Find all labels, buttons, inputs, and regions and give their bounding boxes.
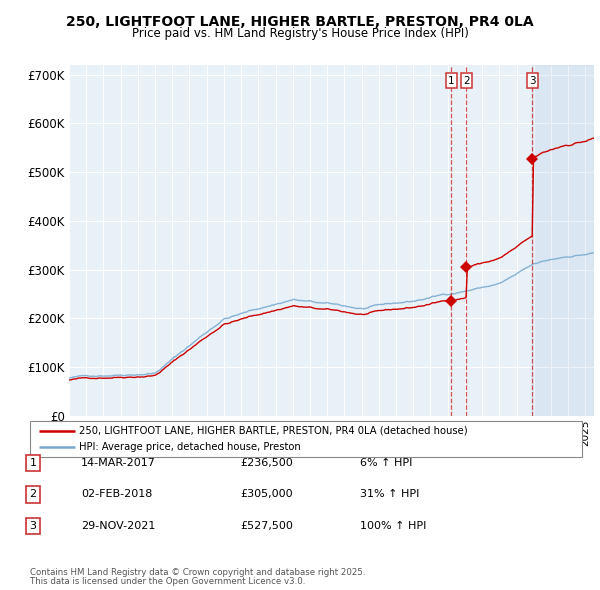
Text: Contains HM Land Registry data © Crown copyright and database right 2025.: Contains HM Land Registry data © Crown c…: [30, 568, 365, 576]
Text: 6% ↑ HPI: 6% ↑ HPI: [360, 458, 412, 468]
Text: £527,500: £527,500: [240, 521, 293, 530]
Bar: [532, 65, 594, 416]
Text: 3: 3: [29, 521, 37, 530]
Text: This data is licensed under the Open Government Licence v3.0.: This data is licensed under the Open Gov…: [30, 577, 305, 586]
Text: 14-MAR-2017: 14-MAR-2017: [81, 458, 156, 468]
Text: 3: 3: [529, 76, 536, 86]
Text: 1: 1: [448, 76, 454, 86]
Text: 29-NOV-2021: 29-NOV-2021: [81, 521, 155, 530]
Text: Price paid vs. HM Land Registry's House Price Index (HPI): Price paid vs. HM Land Registry's House …: [131, 27, 469, 40]
Text: 100% ↑ HPI: 100% ↑ HPI: [360, 521, 427, 530]
Text: £305,000: £305,000: [240, 490, 293, 499]
Text: 2: 2: [29, 490, 37, 499]
Text: 250, LIGHTFOOT LANE, HIGHER BARTLE, PRESTON, PR4 0LA (detached house): 250, LIGHTFOOT LANE, HIGHER BARTLE, PRES…: [79, 426, 468, 436]
Text: 2: 2: [463, 76, 470, 86]
Text: 02-FEB-2018: 02-FEB-2018: [81, 490, 152, 499]
Text: 1: 1: [29, 458, 37, 468]
Text: 250, LIGHTFOOT LANE, HIGHER BARTLE, PRESTON, PR4 0LA: 250, LIGHTFOOT LANE, HIGHER BARTLE, PRES…: [66, 15, 534, 29]
Text: 31% ↑ HPI: 31% ↑ HPI: [360, 490, 419, 499]
Text: £236,500: £236,500: [240, 458, 293, 468]
Text: HPI: Average price, detached house, Preston: HPI: Average price, detached house, Pres…: [79, 442, 301, 452]
